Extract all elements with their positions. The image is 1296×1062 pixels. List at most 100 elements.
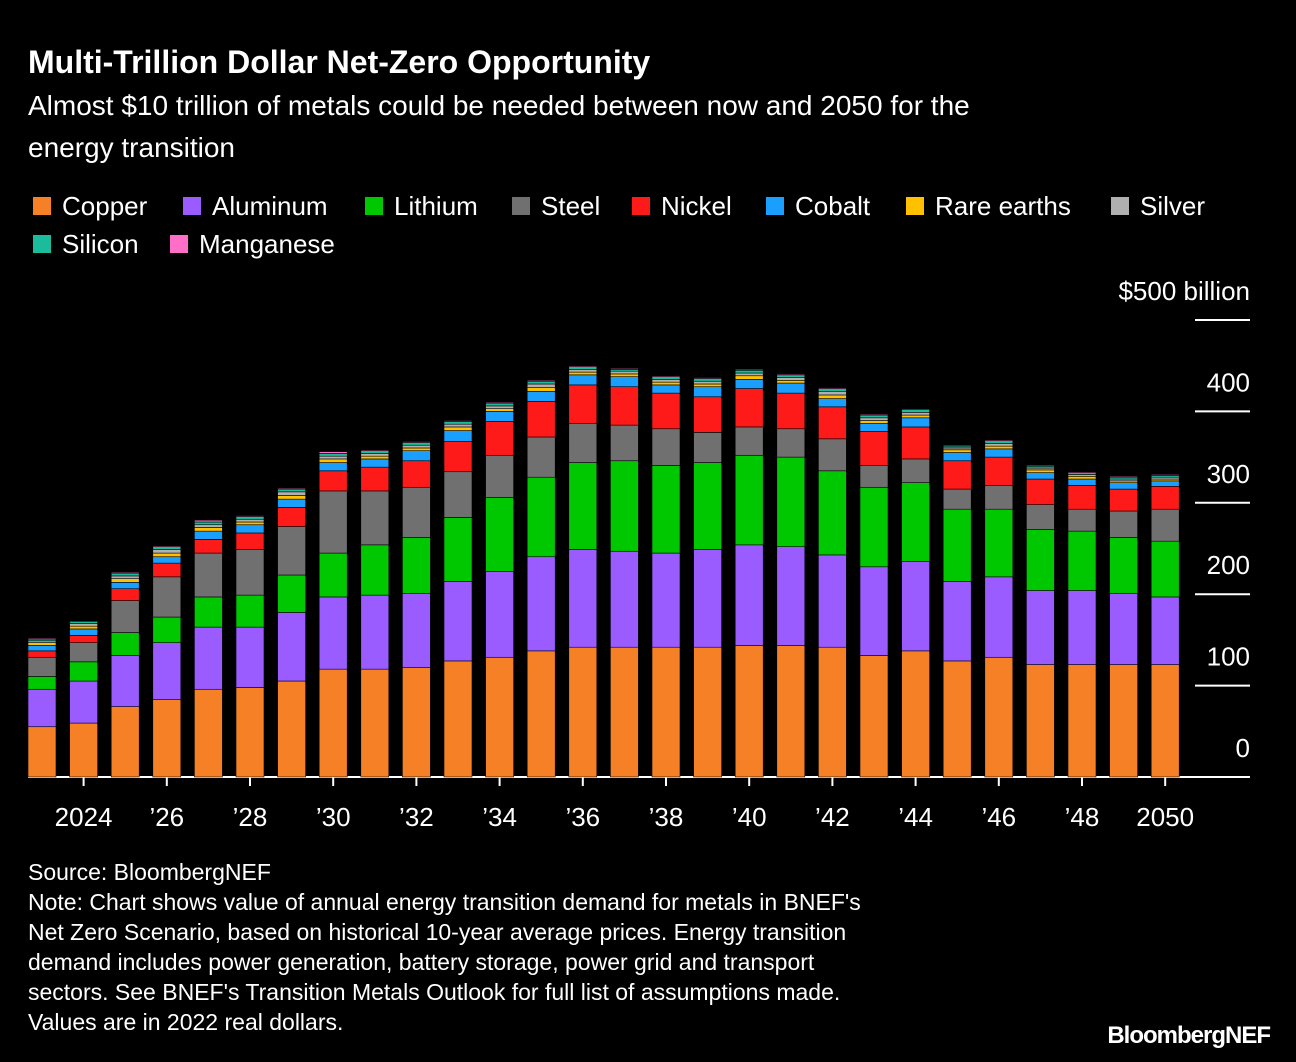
bar-segment (360, 466, 390, 492)
bar-segment (443, 430, 473, 442)
bar-segment (859, 422, 889, 432)
bar-segment (818, 398, 847, 408)
bar-segment (402, 667, 431, 778)
x-tick-label: ’46 (981, 802, 1016, 832)
x-tick-label: ’48 (1065, 802, 1100, 832)
bar-segment (859, 655, 889, 778)
x-tick-label: ’40 (732, 802, 767, 832)
bar-segment (277, 680, 306, 778)
bar-segment (818, 646, 847, 778)
bar-segment (1109, 592, 1138, 665)
bar-segment (734, 369, 764, 371)
bar-segment (69, 642, 98, 663)
bar-segment (526, 556, 556, 652)
bar-segment (776, 374, 806, 378)
bar-segment (1067, 478, 1097, 486)
bar-segment (734, 426, 764, 456)
x-tick-label: ’32 (399, 802, 434, 832)
bar-segment (984, 656, 1014, 778)
bar-segment (610, 376, 639, 388)
bar-segment (152, 642, 182, 700)
legend-swatch (906, 197, 924, 215)
bar-segment (693, 549, 722, 648)
bar-segment (734, 375, 764, 380)
x-tick-label: ’42 (815, 802, 850, 832)
bar-segment (402, 442, 431, 446)
bar-segment (402, 447, 431, 452)
bar-segment (318, 458, 348, 463)
bar-segment (152, 545, 182, 547)
bar-segment (942, 460, 972, 490)
bar-segment (526, 650, 556, 778)
bar-segment (776, 546, 806, 646)
bar-segment (859, 431, 889, 466)
bar-segment (235, 515, 265, 517)
bar-segment (610, 424, 639, 462)
legend-swatch (766, 197, 784, 215)
x-tick-label: 2050 (1136, 802, 1194, 832)
bar-segment (568, 371, 598, 376)
x-tick-label: ’36 (565, 802, 600, 832)
bar-segment (318, 668, 348, 778)
bar-segment (318, 453, 348, 457)
bar-segment (27, 645, 57, 652)
bar-segment (818, 394, 847, 399)
bar-segment (235, 518, 265, 523)
bar-segment (984, 456, 1014, 486)
bar-segment (152, 546, 182, 550)
bar-segment (1109, 475, 1138, 478)
bar-segment (859, 413, 889, 416)
bar-segment (776, 645, 806, 778)
bar-segment (110, 600, 140, 633)
bar-segment (568, 366, 598, 370)
bar-segment (818, 438, 847, 472)
bar-segment (901, 417, 930, 428)
bar-segment (526, 383, 556, 388)
legend-label: Silver (1140, 191, 1205, 221)
bar-segment (568, 646, 598, 778)
bar-segment (693, 383, 722, 388)
legend-swatch (632, 197, 650, 215)
bar-segment (610, 550, 639, 648)
bar-segment (651, 381, 681, 386)
bar-segment (443, 421, 473, 425)
bar-segment (318, 552, 348, 598)
bar-segment (693, 377, 722, 379)
legend-swatch (512, 197, 530, 215)
bar-segment (776, 377, 806, 381)
bar-segment (610, 460, 639, 552)
bar-segment (69, 635, 98, 643)
y-tick-label: $500 billion (1118, 276, 1250, 306)
bar-segment (568, 384, 598, 424)
bar-segment (485, 497, 514, 572)
bar-segment (1067, 508, 1097, 532)
bar-segment (859, 486, 889, 568)
bar-segment (1109, 537, 1138, 594)
bar-segment (901, 560, 930, 652)
bar-segment (610, 386, 639, 426)
bar-segment (27, 637, 57, 640)
bar-segment (1026, 529, 1055, 591)
bar-segment (734, 454, 764, 546)
bar-segment (1026, 664, 1055, 778)
bar-segment (443, 471, 473, 518)
legend-swatch (33, 235, 51, 253)
bar-segment (734, 369, 764, 374)
bar-segment (27, 642, 57, 646)
bar-segment (1067, 590, 1097, 665)
bar-segment (942, 581, 972, 662)
bar-segment (568, 374, 598, 386)
bar-segment (693, 386, 722, 398)
bar-segment (485, 656, 514, 778)
bar-segment (194, 521, 223, 526)
bar-segment (402, 460, 431, 488)
bar-segment (734, 544, 764, 646)
bar-segment (485, 408, 514, 412)
bar-segment (152, 616, 182, 643)
bar-segment (651, 392, 681, 430)
bar-segment (818, 387, 847, 389)
bar-segment (110, 588, 140, 601)
bar-segment (194, 530, 223, 540)
bar-segment (610, 368, 639, 370)
